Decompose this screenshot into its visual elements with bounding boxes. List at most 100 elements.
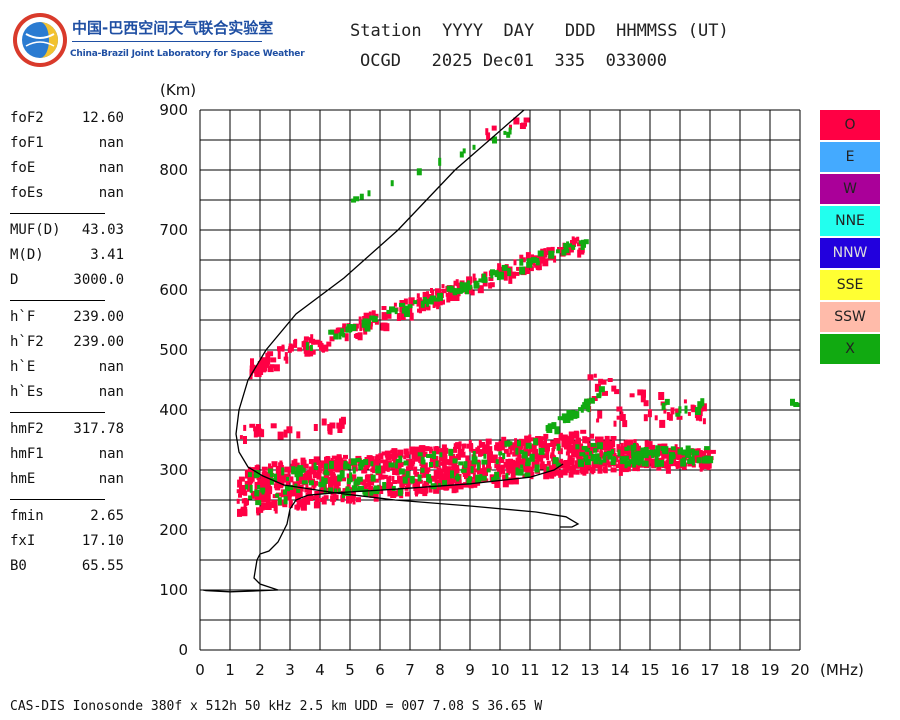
param-name: MUF(D) xyxy=(10,222,61,238)
echo-point xyxy=(249,423,256,428)
echo-point xyxy=(243,498,248,506)
echo-point xyxy=(593,458,599,465)
echo-point xyxy=(373,313,379,318)
echo-point xyxy=(618,467,623,476)
echo-point xyxy=(457,449,464,456)
echo-point xyxy=(478,439,482,448)
echo-point xyxy=(363,459,369,465)
echo-point xyxy=(552,447,555,452)
echo-point xyxy=(246,485,251,490)
echo-point xyxy=(346,481,351,489)
echo-point xyxy=(609,440,613,449)
param-value: 239.00 xyxy=(73,309,124,325)
echo-point xyxy=(604,462,608,471)
echo-point xyxy=(257,493,263,502)
echo-point xyxy=(257,491,262,497)
echo-point xyxy=(379,465,386,474)
echo-point xyxy=(597,410,603,419)
echo-point xyxy=(516,266,520,271)
echo-point xyxy=(598,378,604,384)
echo-point xyxy=(496,465,502,471)
echo-point xyxy=(517,468,524,476)
param-name: foF2 xyxy=(10,110,44,126)
echo-point xyxy=(477,285,484,294)
echo-point xyxy=(550,440,555,445)
echo-point xyxy=(606,450,613,456)
echo-point xyxy=(312,470,317,478)
echo-point xyxy=(267,468,273,474)
param-name: hmF2 xyxy=(10,421,44,437)
echo-point xyxy=(434,288,441,295)
echo-point xyxy=(426,305,431,311)
echo-point xyxy=(339,457,343,463)
echo-point xyxy=(476,462,480,471)
echo-point xyxy=(479,442,486,447)
echo-point xyxy=(481,459,488,465)
echo-point xyxy=(277,346,283,352)
echo-point xyxy=(493,475,500,480)
echo-point xyxy=(508,465,513,474)
param-name: hmF1 xyxy=(10,446,44,462)
parameter-panel: foF2 12.60 foF1 nan foE nan foEs nan MUF(D) 43.03… xyxy=(10,110,128,583)
echo-point xyxy=(270,501,275,508)
echo-point xyxy=(643,414,648,422)
echo-point xyxy=(432,301,436,308)
echo-point xyxy=(348,326,352,333)
echo-point xyxy=(237,508,242,517)
echo-point xyxy=(553,255,557,263)
echo-point xyxy=(340,461,346,469)
echo-point xyxy=(590,456,595,462)
echo-point xyxy=(284,466,291,473)
echo-point xyxy=(664,398,670,405)
y-tick-label: 800 xyxy=(159,161,188,179)
echo-point xyxy=(658,392,665,400)
echo-point xyxy=(421,489,428,494)
header-labels: Station YYYY DAY DDD HHMMSS (UT) xyxy=(350,21,729,41)
echo-point xyxy=(336,454,342,459)
y-tick-label: 100 xyxy=(159,581,188,599)
echo-point xyxy=(500,464,506,469)
y-axis-label: (Km) xyxy=(160,81,196,99)
echo-point xyxy=(418,456,422,464)
echo-point xyxy=(410,476,414,484)
y-tick-label: 200 xyxy=(159,521,188,539)
echo-point xyxy=(361,468,368,474)
echo-point xyxy=(556,249,560,254)
param-value: nan xyxy=(98,471,124,487)
echo-point xyxy=(472,144,476,150)
echo-point xyxy=(684,405,688,414)
echo-point xyxy=(491,454,498,460)
echo-point xyxy=(624,446,629,451)
echo-point xyxy=(395,469,400,476)
echo-point xyxy=(459,287,463,294)
echo-point xyxy=(627,439,634,445)
echo-point xyxy=(610,467,617,473)
echo-point xyxy=(296,488,301,493)
echo-point xyxy=(458,461,464,466)
echo-point xyxy=(309,345,313,351)
param-row: D 3000.0 xyxy=(10,272,128,297)
echo-point xyxy=(650,444,656,453)
echo-point xyxy=(569,243,572,248)
echo-point xyxy=(461,443,465,451)
echo-point xyxy=(463,461,468,469)
echo-point xyxy=(613,420,617,427)
echo-point xyxy=(247,476,254,484)
echo-point xyxy=(542,453,548,459)
echo-point xyxy=(594,453,600,461)
echo-point xyxy=(543,472,550,480)
echo-point xyxy=(694,450,700,456)
echo-point xyxy=(248,495,253,500)
echo-point xyxy=(583,454,589,462)
echo-point xyxy=(566,409,572,417)
echo-point xyxy=(433,470,438,478)
echo-point xyxy=(603,468,608,474)
echo-point xyxy=(472,472,476,480)
echo-point xyxy=(381,306,387,310)
echo-point xyxy=(455,454,460,460)
echo-point xyxy=(383,323,390,332)
echo-point xyxy=(668,455,672,464)
echo-point xyxy=(619,414,626,421)
echo-point xyxy=(368,311,372,319)
echo-point xyxy=(420,300,425,308)
